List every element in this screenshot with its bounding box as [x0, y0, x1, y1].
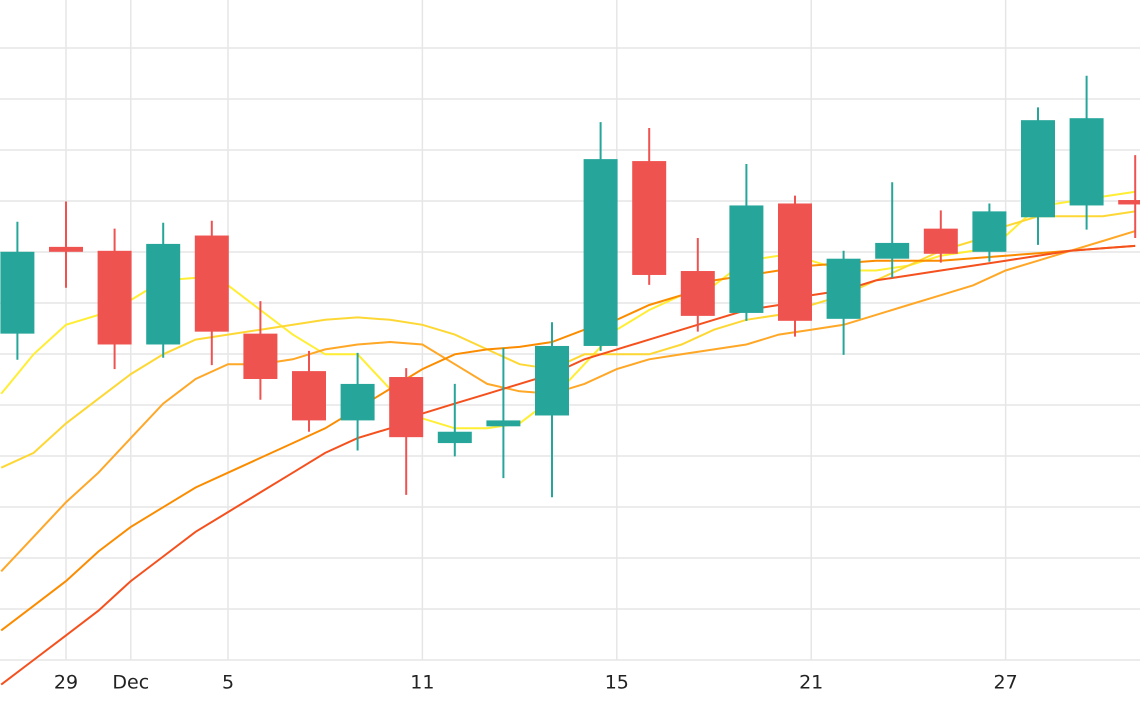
candle-body: [875, 242, 910, 259]
candle-body: [632, 161, 667, 275]
candle-body: [535, 345, 569, 416]
candle-body: [1069, 118, 1104, 206]
candle: [243, 301, 278, 400]
candle-body: [923, 228, 958, 254]
candle: [583, 122, 618, 351]
candle-body: [243, 333, 278, 379]
x-tick-label: Dec: [112, 672, 149, 694]
candle-body: [97, 250, 132, 345]
candle: [972, 203, 1007, 262]
candle-body: [49, 246, 83, 252]
candle: [486, 347, 521, 479]
candle: [437, 383, 472, 457]
x-tick-label: 15: [605, 672, 629, 694]
candle: [1118, 155, 1140, 238]
candle: [535, 322, 569, 498]
candle-body: [778, 203, 812, 321]
candle: [1069, 75, 1104, 230]
candle: [778, 195, 812, 337]
candle: [49, 201, 83, 288]
candle: [340, 352, 375, 451]
x-tick-label: 5: [222, 672, 234, 694]
candle: [0, 221, 35, 360]
candle-body: [292, 371, 326, 421]
candle-body: [1118, 200, 1140, 205]
x-tick-label: 21: [799, 672, 823, 694]
candle: [194, 220, 229, 366]
candle: [826, 250, 861, 355]
candle: [875, 182, 910, 278]
x-tick-label: 11: [410, 672, 434, 694]
candle-body: [194, 235, 229, 332]
candle: [389, 368, 424, 495]
candle: [97, 228, 132, 370]
x-axis: 29 Dec 5 11 15 21 27: [54, 672, 1018, 694]
candle-body: [146, 243, 181, 345]
candle: [729, 164, 764, 321]
candle: [923, 210, 958, 263]
candle-body: [389, 377, 424, 438]
candle-body: [0, 251, 35, 334]
candle-body: [826, 258, 861, 319]
candle: [1021, 107, 1055, 245]
x-tick-label: 27: [994, 672, 1018, 694]
candle-body: [486, 420, 521, 427]
x-tick-label: 29: [54, 672, 78, 694]
candle-body: [583, 159, 618, 346]
candles: [0, 75, 1140, 498]
candle-body: [437, 431, 472, 444]
candle-body: [340, 383, 375, 421]
moving-average-line-4: [0, 244, 1136, 632]
candle-body: [1021, 120, 1055, 218]
candle: [680, 237, 715, 332]
candle: [632, 128, 667, 285]
candle-body: [972, 211, 1007, 252]
candle: [146, 222, 181, 358]
candle: [292, 350, 326, 432]
candle-body: [729, 205, 764, 313]
candle-body: [680, 271, 715, 316]
